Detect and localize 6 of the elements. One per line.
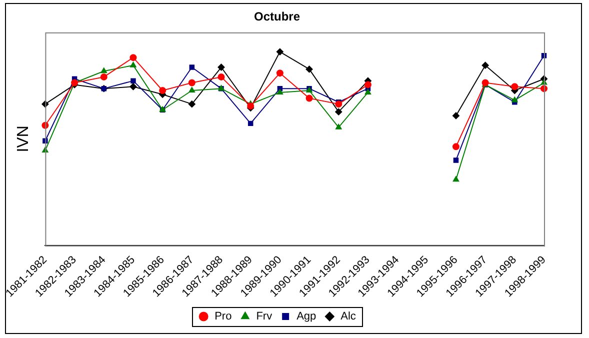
legend-label: Frv	[256, 310, 273, 323]
chart-title: Octubre	[254, 10, 300, 24]
legend-label: Agp	[296, 310, 316, 323]
legend-label: Pro	[214, 310, 232, 323]
legend-label: Alc	[340, 310, 356, 323]
y-axis-title: IVN	[15, 126, 32, 152]
